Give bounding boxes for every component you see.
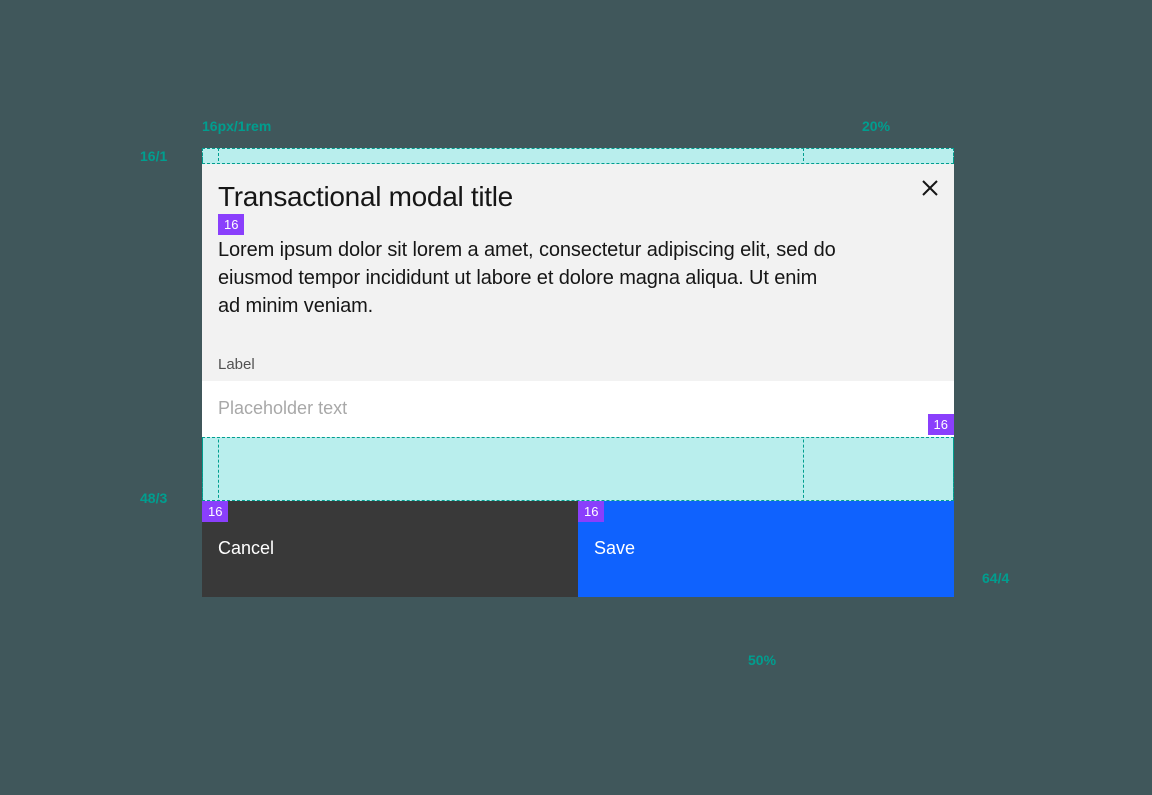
form-label: Label xyxy=(218,356,938,373)
dim-top-padding-label: 16px/1rem xyxy=(202,118,271,134)
cancel-button[interactable]: 16 Cancel xyxy=(202,501,578,597)
dim-footer-height xyxy=(960,530,978,628)
dim-footer-width-label: 50% xyxy=(748,652,776,668)
modal-title: Transactional modal title xyxy=(218,180,938,214)
dim-bottom-margin-label: 48/3 xyxy=(140,490,167,506)
spacing-badge-save: 16 xyxy=(578,501,604,522)
cancel-button-label: Cancel xyxy=(218,538,274,558)
save-button[interactable]: 16 Save xyxy=(578,501,954,597)
modal-footer: 16 Cancel 16 Save xyxy=(202,501,954,597)
dim-footer-height-label: 64/4 xyxy=(982,570,1009,586)
spacing-badge-input-right: 16 xyxy=(928,414,954,435)
modal-body: Transactional modal title 16 Lorem ipsum… xyxy=(202,164,954,437)
dim-top-margin xyxy=(182,148,200,166)
save-button-label: Save xyxy=(594,538,635,558)
modal-spec-container: Transactional modal title 16 Lorem ipsum… xyxy=(202,148,954,597)
spacing-badge-title-body: 16 xyxy=(218,214,244,235)
text-input[interactable]: Placeholder text xyxy=(202,381,954,437)
close-icon[interactable] xyxy=(920,178,940,198)
dim-right-gutter-label: 20% xyxy=(862,118,890,134)
input-placeholder: Placeholder text xyxy=(218,398,347,419)
dim-top-margin-label: 16/1 xyxy=(140,148,167,164)
spacing-badge-cancel: 16 xyxy=(202,501,228,522)
modal-description: Lorem ipsum dolor sit lorem a amet, cons… xyxy=(218,236,838,320)
dim-bottom-margin xyxy=(182,466,200,532)
